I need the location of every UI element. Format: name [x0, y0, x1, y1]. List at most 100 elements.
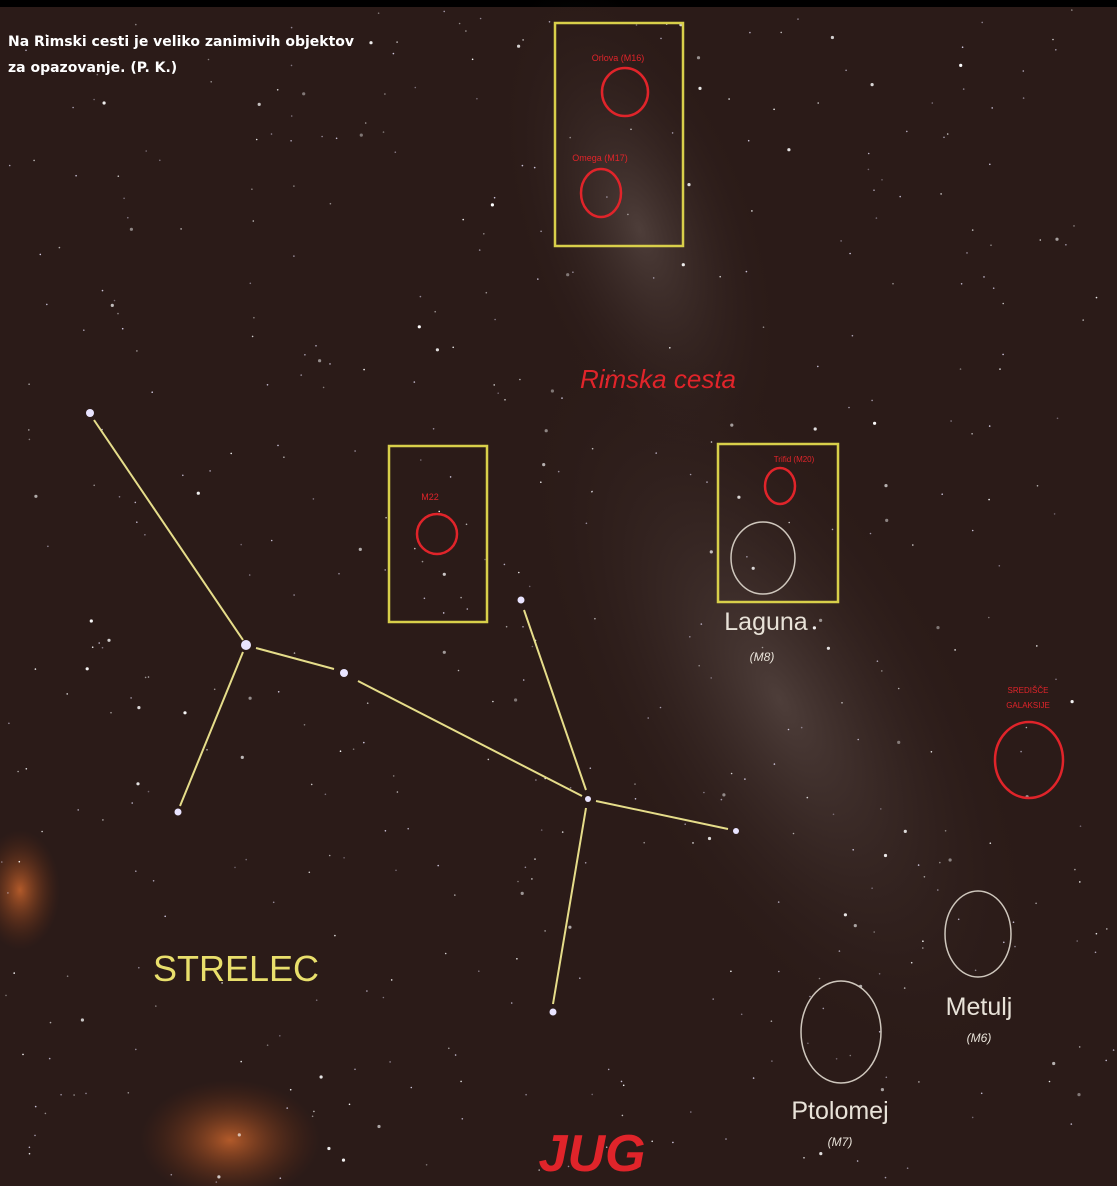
star: [730, 971, 732, 973]
star: [881, 179, 883, 181]
star: [753, 1077, 755, 1079]
star: [778, 901, 780, 903]
star: [871, 83, 874, 86]
star: [845, 70, 847, 72]
label: M22: [421, 492, 439, 502]
star: [336, 138, 338, 140]
star: [450, 476, 452, 478]
star: [93, 485, 95, 487]
star: [801, 727, 803, 729]
star: [393, 775, 395, 777]
star: [316, 999, 318, 1001]
star: [366, 990, 368, 992]
star: [19, 861, 21, 863]
star: [918, 864, 920, 866]
star: [385, 830, 387, 832]
star: [568, 926, 571, 929]
star: [342, 1159, 345, 1162]
star: [1113, 1049, 1115, 1051]
star: [950, 420, 952, 422]
star: [771, 1060, 773, 1062]
star: [144, 534, 146, 536]
star: [541, 829, 543, 831]
star: [136, 521, 138, 523]
star: [647, 717, 649, 719]
star: [340, 750, 342, 752]
star: [949, 858, 952, 861]
star: [9, 165, 11, 167]
label: Metulj: [946, 993, 1013, 1021]
star: [972, 229, 974, 231]
star: [697, 56, 700, 59]
star: [75, 175, 77, 177]
star: [420, 459, 422, 461]
star: [327, 1147, 330, 1150]
star: [963, 88, 965, 90]
star: [991, 107, 993, 109]
star: [636, 24, 638, 26]
star: [1055, 679, 1057, 681]
star: [752, 567, 755, 570]
star: [117, 313, 119, 315]
star: [478, 970, 480, 972]
star: [418, 325, 421, 328]
star: [1054, 513, 1056, 515]
star: [102, 290, 104, 292]
star: [230, 453, 232, 455]
star: [35, 668, 37, 670]
star: [741, 1014, 743, 1016]
star: [415, 87, 417, 89]
star: [981, 1093, 983, 1095]
star: [922, 940, 924, 942]
constellation-label: STRELEC: [153, 948, 319, 989]
star: [273, 902, 275, 904]
star: [437, 865, 439, 867]
star: [682, 263, 685, 266]
star: [458, 670, 460, 672]
star: [879, 973, 881, 975]
star: [123, 198, 125, 200]
star: [660, 38, 662, 40]
star: [698, 87, 701, 90]
star: [1055, 49, 1057, 51]
star: [208, 59, 210, 61]
star: [472, 59, 474, 61]
star: [1026, 727, 1028, 729]
star: [119, 496, 121, 498]
star: [334, 935, 336, 937]
star: [744, 778, 746, 780]
star: [426, 1164, 428, 1166]
star: [710, 677, 712, 679]
star: [312, 1116, 314, 1118]
star: [572, 271, 574, 273]
star: [518, 572, 520, 574]
star: [249, 574, 251, 576]
star: [711, 441, 713, 443]
label: (M8): [750, 650, 775, 664]
star: [340, 669, 348, 677]
star: [83, 329, 85, 331]
star: [209, 470, 211, 472]
star: [452, 347, 454, 349]
star: [433, 428, 435, 430]
star: [313, 498, 315, 500]
star: [836, 1058, 838, 1060]
star: [698, 665, 700, 667]
label: Rimska cesta: [580, 364, 736, 394]
star: [730, 424, 733, 427]
star: [354, 1069, 356, 1071]
star: [414, 548, 416, 550]
star: [131, 802, 133, 804]
label: Orlova (M16): [592, 53, 645, 63]
star: [506, 626, 508, 628]
star: [438, 511, 440, 513]
star: [1036, 645, 1038, 647]
star: [492, 701, 494, 703]
star: [1023, 97, 1025, 99]
star: [850, 1055, 852, 1057]
star: [206, 749, 208, 751]
star: [34, 1135, 36, 1137]
star: [359, 548, 362, 551]
star: [293, 255, 295, 257]
star: [712, 998, 714, 1000]
